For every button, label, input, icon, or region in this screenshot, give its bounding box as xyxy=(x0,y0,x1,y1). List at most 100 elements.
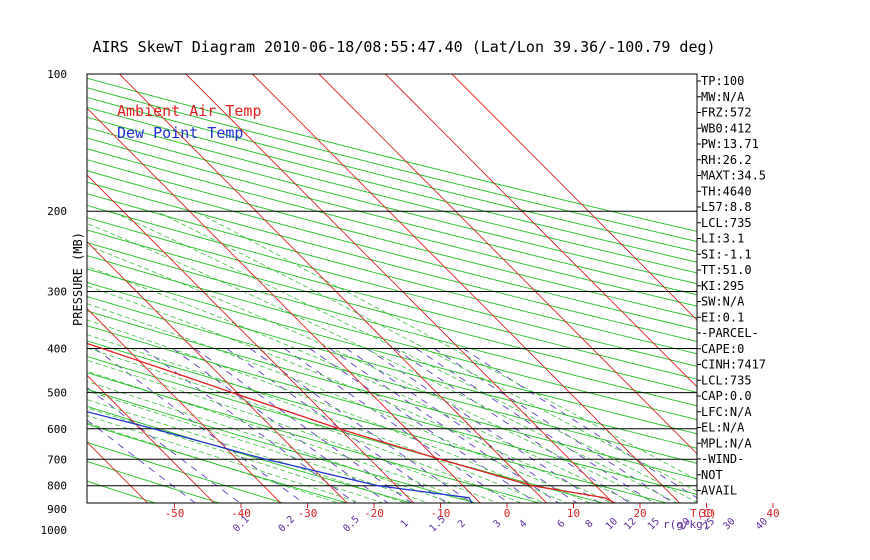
dry-adiabat-line xyxy=(87,106,697,263)
moist-adiabat-line xyxy=(87,422,340,503)
isotherm-line xyxy=(252,74,681,503)
moist-adiabat-line xyxy=(87,285,613,503)
index-entry: CINH:7417 xyxy=(701,358,766,372)
dry-adiabat-line xyxy=(87,268,697,435)
y-axis-label: PRESSURE (MB) xyxy=(71,232,85,326)
dry-adiabat-lines xyxy=(87,77,697,503)
index-entry: LCL:735 xyxy=(701,216,752,230)
dry-adiabat-line xyxy=(87,170,697,330)
isotherm-line xyxy=(185,74,614,503)
index-entry: SI:-1.1 xyxy=(701,247,752,261)
moist-adiabat-line xyxy=(87,415,362,503)
plot-frame xyxy=(86,73,698,504)
pressure-axis-labels: 100 200 300 400 500 600 700 800 900 1000 xyxy=(41,68,68,537)
dry-adiabat-line xyxy=(87,282,697,449)
dry-adiabat-line xyxy=(87,193,697,355)
index-entry: WB0:412 xyxy=(701,121,752,135)
index-entry: L57:8.8 xyxy=(701,200,752,214)
dry-adiabat-line xyxy=(87,480,157,503)
bottom-temp-tick-label: 40 xyxy=(766,507,779,520)
moist-adiabat-line xyxy=(87,334,545,503)
index-entry: TH:4640 xyxy=(701,184,752,198)
mixing-ratio-line xyxy=(329,348,560,503)
pressure-tick-label: 200 xyxy=(47,205,67,218)
bottom-temperature-axis: -50 -40 -30 -20 -10 0 10 20 30 40 xyxy=(165,503,780,520)
index-entry: CAPE:0 xyxy=(701,342,744,356)
index-entry: LCL:735 xyxy=(701,373,752,387)
bottom-temp-tick-label: -20 xyxy=(364,507,384,520)
legend-entry-air-temp: Ambient Air Temp xyxy=(117,102,262,120)
mixing-ratio-line xyxy=(226,348,448,503)
mixing-ratio-line xyxy=(94,348,305,503)
mixing-ratio-lines xyxy=(87,348,697,503)
index-entry: FRZ:572 xyxy=(701,106,752,120)
isotherm-line xyxy=(0,74,51,540)
dry-adiabat-line xyxy=(87,372,541,503)
mixing-ratio-line xyxy=(394,348,631,503)
pressure-tick-label: 400 xyxy=(47,342,67,355)
mixing-ratio-label: 10 xyxy=(604,516,620,532)
isotherm-line xyxy=(87,441,149,503)
isobar-lines xyxy=(87,74,697,487)
dry-adiabat-line xyxy=(87,217,697,380)
index-entry: MAXT:34.5 xyxy=(701,169,766,183)
isotherm-line xyxy=(87,307,282,503)
index-entry: TP:100 xyxy=(701,74,744,88)
moist-adiabat-line xyxy=(87,407,384,503)
mixing-ratio-line xyxy=(172,348,389,503)
index-entry: CAP:0.0 xyxy=(701,389,752,403)
dry-adiabat-line xyxy=(87,255,697,421)
moist-adiabat-line xyxy=(87,303,591,503)
index-entry: SW:N/A xyxy=(701,295,745,309)
dry-adiabat-line xyxy=(87,296,697,464)
index-entry: MPL:N/A xyxy=(701,436,752,450)
dry-adiabat-line xyxy=(87,137,697,296)
moist-adiabat-line xyxy=(87,222,678,503)
isotherm-line xyxy=(87,241,348,503)
mixing-ratio-label: 2 xyxy=(456,518,468,530)
dry-adiabat-line xyxy=(87,388,477,503)
index-entry: LI:3.1 xyxy=(701,232,744,246)
isotherm-line xyxy=(318,74,697,455)
moist-adiabat-line xyxy=(110,210,697,503)
moist-adiabat-line xyxy=(87,399,407,503)
isotherm-lines xyxy=(0,74,697,540)
moist-adiabat-line xyxy=(87,266,635,503)
dry-adiabat-line xyxy=(87,325,697,495)
mixing-ratio-line xyxy=(142,348,357,503)
bottom-temp-tick-label: -10 xyxy=(431,507,451,520)
dry-adiabat-line xyxy=(87,242,697,407)
index-entry: -PARCEL- xyxy=(701,326,759,340)
isotherm-line xyxy=(87,374,215,503)
dry-adiabat-line xyxy=(87,116,697,274)
isotherm-line xyxy=(87,174,415,503)
mixing-ratio-line xyxy=(194,348,413,503)
mixing-ratio-label: 4 xyxy=(517,518,529,530)
mixing-ratio-label: 15 xyxy=(646,516,662,532)
isotherm-line xyxy=(0,74,118,540)
isotherm-line xyxy=(119,74,548,503)
moist-adiabat-line xyxy=(87,359,499,503)
mixing-ratio-label: 1 xyxy=(399,518,411,530)
dry-adiabat-line xyxy=(87,127,697,285)
mixing-ratio-line xyxy=(345,348,578,503)
dry-adiabat-line xyxy=(87,204,697,367)
moist-adiabat-line xyxy=(156,210,697,492)
isotherm-line xyxy=(451,74,697,321)
dry-adiabat-line xyxy=(87,441,285,503)
pressure-tick-label: 500 xyxy=(47,387,67,400)
moist-adiabat-line xyxy=(87,370,476,503)
mixing-ratio-line xyxy=(249,348,473,503)
bottom-temp-tick-label: 10 xyxy=(567,507,580,520)
mixing-ratio-label: 30 xyxy=(721,516,737,532)
bottom-temp-tick-label: -50 xyxy=(165,507,185,520)
pressure-tick-label: 800 xyxy=(47,480,67,493)
pressure-tick-label: 300 xyxy=(47,286,67,299)
index-entry: EI:0.1 xyxy=(701,310,744,324)
mixing-ratio-label: 0.5 xyxy=(341,514,362,535)
mixing-ratio-line xyxy=(284,348,511,503)
dry-adiabat-line xyxy=(87,229,697,393)
bottom-temp-tick-label: -40 xyxy=(231,507,251,520)
